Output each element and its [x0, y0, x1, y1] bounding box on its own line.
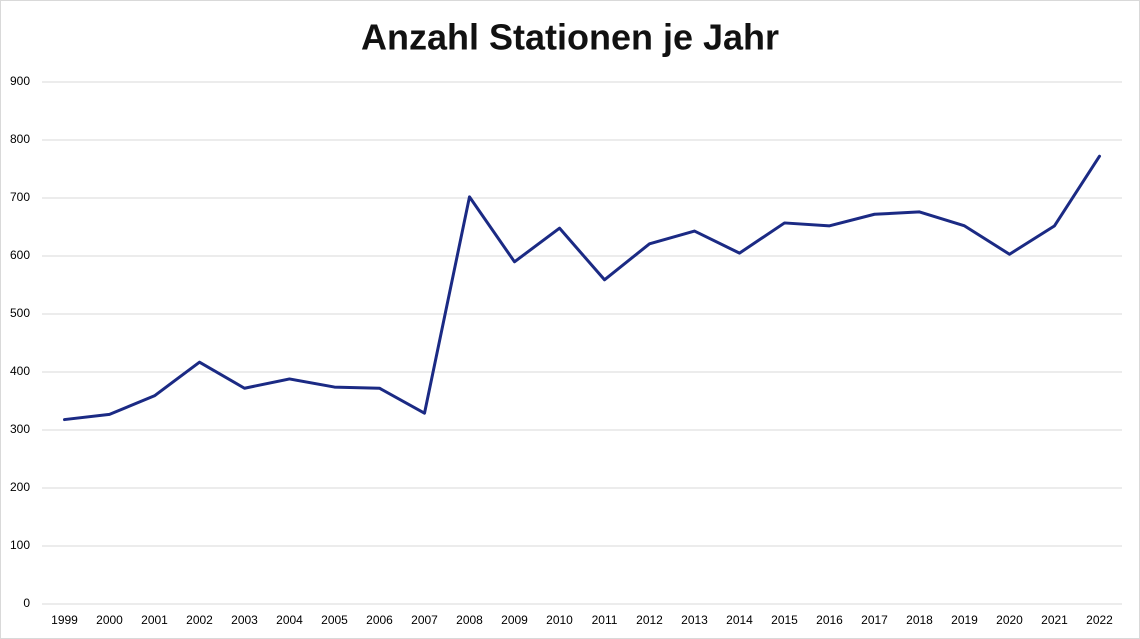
x-tick-label: 2008: [456, 613, 483, 627]
x-tick-label: 1999: [51, 613, 78, 627]
x-tick-label: 2015: [771, 613, 798, 627]
x-tick-label: 2014: [726, 613, 753, 627]
x-tick-label: 2017: [861, 613, 888, 627]
y-tick-label: 0: [23, 596, 30, 610]
x-tick-label: 2007: [411, 613, 438, 627]
y-tick-label: 600: [10, 248, 30, 262]
x-tick-label: 2021: [1041, 613, 1068, 627]
x-tick-label: 2010: [546, 613, 573, 627]
x-tick-label: 2016: [816, 613, 843, 627]
x-tick-label: 2019: [951, 613, 978, 627]
x-tick-label: 2013: [681, 613, 708, 627]
data-line: [63, 154, 1101, 422]
y-tick-label: 400: [10, 364, 30, 378]
x-tick-label: 2001: [141, 613, 168, 627]
x-tick-label: 2011: [592, 613, 618, 627]
x-tick-label: 2018: [906, 613, 933, 627]
y-tick-label: 200: [10, 480, 30, 494]
x-tick-label: 2009: [501, 613, 528, 627]
x-tick-label: 2022: [1086, 613, 1113, 627]
y-tick-label: 800: [10, 132, 30, 146]
x-tick-label: 2012: [636, 613, 663, 627]
y-tick-label: 500: [10, 306, 30, 320]
x-tick-label: 2003: [231, 613, 258, 627]
y-tick-label: 700: [10, 190, 30, 204]
x-tick-label: 2004: [276, 613, 303, 627]
x-tick-label: 2000: [96, 613, 123, 627]
x-tick-label: 2020: [996, 613, 1023, 627]
y-tick-label: 100: [10, 538, 30, 552]
y-tick-label: 900: [10, 74, 30, 88]
x-tick-label: 2002: [186, 613, 213, 627]
y-tick-label: 300: [10, 422, 30, 436]
x-tick-label: 2006: [366, 613, 393, 627]
x-tick-label: 2005: [321, 613, 348, 627]
chart-title: Anzahl Stationen je Jahr: [361, 17, 779, 58]
